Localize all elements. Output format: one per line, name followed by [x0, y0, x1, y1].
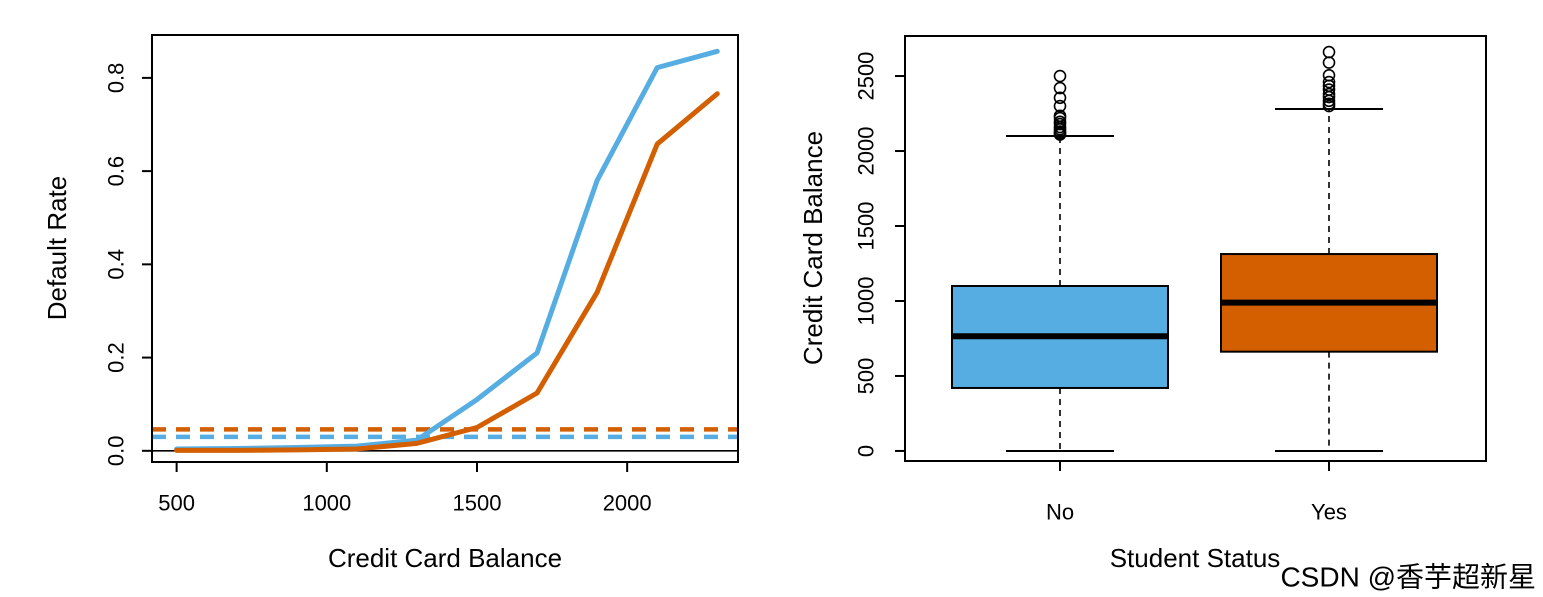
outlier-point-yes	[1322, 99, 1336, 113]
left-x-axis-title: Credit Card Balance	[328, 543, 562, 573]
left-plot-frame	[151, 34, 739, 463]
right-y-axis-title: Credit Card Balance	[798, 131, 828, 365]
outlier-point-yes	[1322, 45, 1336, 59]
balance-by-student-boxplot: No Yes 0 500 1000 1500 2000 2500	[854, 35, 1487, 525]
default-rate-line-chart: 500 1000 1500 2000 0.0 0.2 0.4 0.6 0.8	[104, 34, 739, 516]
right-y-tick-label: 0	[854, 445, 879, 457]
outlier-point-no	[1053, 69, 1067, 83]
right-x-tick-label: No	[1046, 500, 1074, 525]
outlier-point-no	[1053, 128, 1067, 141]
outlier-point-no	[1053, 81, 1067, 95]
left-y-tick-label: 0.0	[104, 436, 129, 467]
left-y-tick-label: 0.2	[104, 342, 129, 373]
left-y-tick-label: 0.8	[104, 63, 129, 94]
right-y-tick-label: 500	[854, 358, 879, 395]
left-y-axis-title: Default Rate	[42, 176, 72, 321]
non-students-curve	[174, 48, 720, 452]
students-curve	[174, 91, 720, 453]
right-y-tick-label: 1500	[854, 202, 879, 251]
outlier-point-yes	[1322, 90, 1336, 104]
right-y-tick-label: 1000	[854, 277, 879, 326]
right-x-axis-title: Student Status	[1110, 543, 1281, 573]
right-x-tick-label: Yes	[1311, 500, 1347, 525]
left-y-tick-label: 0.6	[104, 156, 129, 187]
right-y-tick-label: 2500	[854, 52, 879, 101]
left-y-tick-label: 0.4	[104, 249, 129, 280]
left-x-tick-label: 500	[158, 491, 195, 516]
outlier-point-no	[1053, 99, 1067, 113]
outlier-point-yes	[1322, 75, 1336, 89]
left-x-tick-label: 2000	[603, 491, 652, 516]
outlier-point-no	[1053, 91, 1067, 105]
right-y-tick-label: 2000	[854, 127, 879, 176]
left-x-tick-label: 1000	[302, 491, 351, 516]
left-x-tick-label: 1500	[453, 491, 502, 516]
right-plot-frame	[904, 35, 1487, 462]
outlier-point-yes	[1322, 56, 1336, 69]
csdn-watermark: CSDN @香芋超新星	[1280, 562, 1536, 593]
